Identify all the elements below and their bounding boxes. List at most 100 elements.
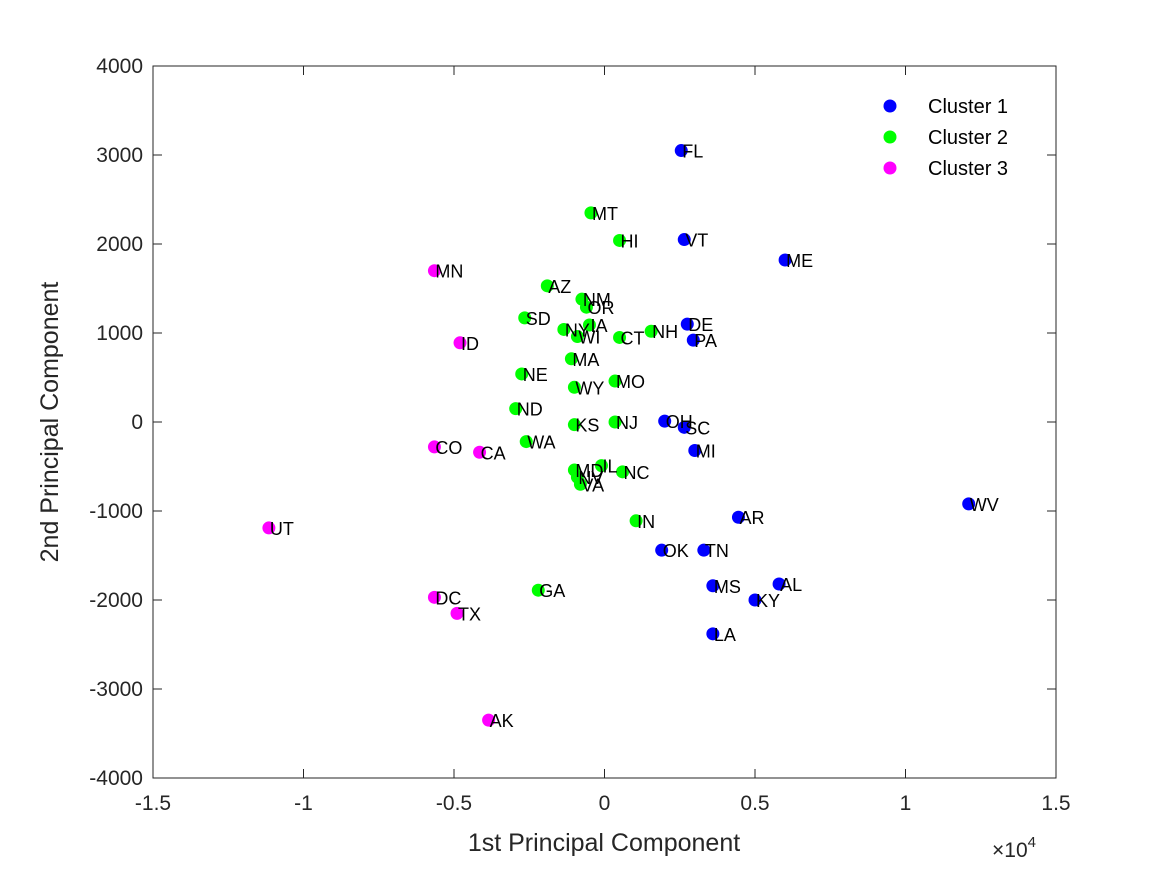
data-point-de xyxy=(680,317,694,331)
legend: Cluster 1 Cluster 2 Cluster 3 xyxy=(883,96,1008,180)
point-label-ny: NY xyxy=(565,320,590,340)
point-label-az: AZ xyxy=(548,277,571,297)
point-label-nh: NH xyxy=(652,322,678,342)
point-label-wa: WA xyxy=(527,433,555,453)
point-label-wv: WV xyxy=(970,495,999,515)
data-point-nc xyxy=(616,465,630,479)
data-point-ut xyxy=(262,521,276,535)
x-multiplier-base: ×10 xyxy=(992,839,1028,862)
data-point-mn xyxy=(427,264,441,278)
x-tick-label: 1.5 xyxy=(1041,792,1070,815)
data-point-dc xyxy=(427,590,441,604)
point-label-ga: GA xyxy=(539,581,565,601)
data-point-ny xyxy=(557,322,571,336)
point-label-sd: SD xyxy=(526,309,551,329)
point-label-nc: NC xyxy=(624,463,650,483)
data-point-ms xyxy=(706,579,720,593)
data-point-ky xyxy=(748,593,762,607)
data-point-az xyxy=(540,279,554,293)
point-label-ak: AK xyxy=(490,711,514,731)
data-point-ga xyxy=(531,583,545,597)
data-points xyxy=(262,144,976,727)
x-tick-label: 0.5 xyxy=(740,792,769,815)
x-multiplier: ×104 xyxy=(992,834,1036,862)
point-label-nj: NJ xyxy=(616,413,638,433)
point-label-co: CO xyxy=(435,438,462,458)
x-tick-label: -1.5 xyxy=(135,792,171,815)
data-point-wv xyxy=(962,497,976,511)
x-tick-label: -1 xyxy=(294,792,313,815)
point-label-id: ID xyxy=(461,334,479,354)
data-point-nh xyxy=(644,324,658,338)
data-point-sc xyxy=(677,420,691,434)
point-label-de: DE xyxy=(688,315,713,335)
point-label-fl: FL xyxy=(682,142,703,162)
y-tick-label: 0 xyxy=(131,411,143,434)
point-label-vt: VT xyxy=(685,231,708,251)
point-label-ms: MS xyxy=(714,577,741,597)
data-point-nj xyxy=(608,415,622,429)
point-label-or: OR xyxy=(587,298,614,318)
data-point-ca xyxy=(473,445,487,459)
point-label-il: IL xyxy=(602,457,617,477)
point-label-me: ME xyxy=(786,251,813,271)
data-point-vt xyxy=(677,233,691,247)
data-point-co xyxy=(427,440,441,454)
y-tick-label: 4000 xyxy=(96,55,143,78)
data-point-mt xyxy=(584,206,598,220)
plot-frame xyxy=(152,65,1057,779)
point-label-in: IN xyxy=(637,512,655,532)
y-tick-label: 1000 xyxy=(96,322,143,345)
legend-marker xyxy=(883,99,897,113)
data-point-la xyxy=(706,627,720,641)
point-label-nv: NV xyxy=(578,468,603,488)
data-point-ne xyxy=(515,367,529,381)
legend-marker xyxy=(883,130,897,144)
point-label-ca: CA xyxy=(481,443,506,463)
data-point-wi xyxy=(570,330,584,344)
data-point-nd xyxy=(509,402,523,416)
point-label-mo: MO xyxy=(616,372,645,392)
point-label-wi: WI xyxy=(578,328,600,348)
point-label-sc: SC xyxy=(685,418,710,438)
y-tick-label: -4000 xyxy=(89,767,143,790)
x-multiplier-exponent: 4 xyxy=(1028,834,1036,851)
data-point-ak xyxy=(482,713,496,727)
point-label-tx: TX xyxy=(458,604,481,624)
point-label-ia: IA xyxy=(590,316,607,336)
data-point-ar xyxy=(731,510,745,524)
x-tick-labels: -1.5 -1 -0.5 0 0.5 1 1.5 xyxy=(135,792,1071,815)
point-label-ma: MA xyxy=(572,350,599,370)
y-tick-label: 3000 xyxy=(96,144,143,167)
data-point-fl xyxy=(674,144,688,158)
data-point-ok xyxy=(655,543,669,557)
y-axis-label: 2nd Principal Component xyxy=(36,282,64,563)
x-axis-label: 1st Principal Component xyxy=(468,829,740,857)
point-label-ks: KS xyxy=(575,416,599,436)
point-label-md: MD xyxy=(575,461,603,481)
y-tick-label: 2000 xyxy=(96,233,143,256)
point-label-nd: ND xyxy=(517,400,543,420)
data-point-wa xyxy=(519,435,533,449)
legend-marker xyxy=(883,161,897,175)
point-label-mn: MN xyxy=(435,262,463,282)
data-point-al xyxy=(772,577,786,591)
point-label-ct: CT xyxy=(621,328,645,348)
data-point-mi xyxy=(688,443,702,457)
data-point-tx xyxy=(450,606,464,620)
y-tick-label: -3000 xyxy=(89,678,143,701)
data-point-ks xyxy=(567,418,581,432)
data-point-oh xyxy=(658,414,672,428)
data-point-ct xyxy=(613,330,627,344)
y-tick-labels: -4000 -3000 -2000 -1000 0 1000 2000 3000 4000 xyxy=(89,55,143,790)
point-label-mt: MT xyxy=(592,204,618,224)
data-point-in xyxy=(629,514,643,528)
point-label-la: LA xyxy=(714,625,736,645)
point-label-hi: HI xyxy=(621,231,639,251)
point-label-tn: TN xyxy=(705,541,729,561)
data-point-mo xyxy=(608,374,622,388)
plot-background xyxy=(153,66,1056,778)
data-point-sd xyxy=(518,311,532,325)
